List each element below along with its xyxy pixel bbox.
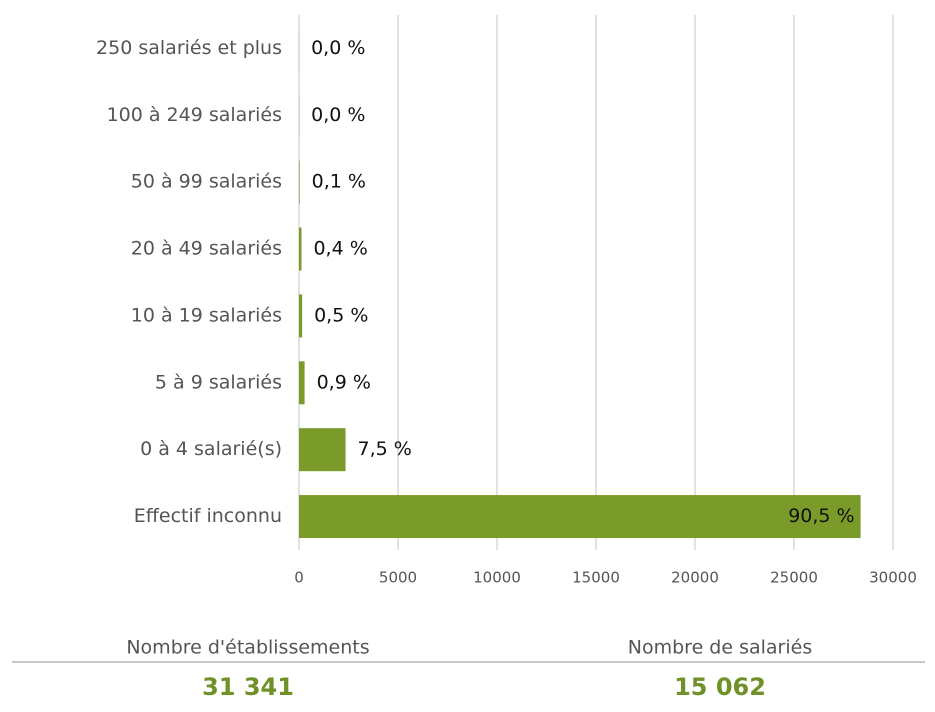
y-tick-label: Effectif inconnu	[134, 505, 282, 527]
data-label: 0,1 %	[312, 171, 366, 193]
y-tick-label: 100 à 249 salariés	[107, 104, 282, 126]
summary-value: 31 341	[202, 673, 294, 701]
y-tick-label: 250 salariés et plus	[96, 37, 282, 59]
data-label: 0,4 %	[313, 238, 367, 260]
y-tick-label: 10 à 19 salariés	[131, 304, 282, 326]
data-label: 7,5 %	[358, 438, 412, 460]
summary-value: 15 062	[674, 673, 766, 701]
x-tick-label: 25000	[770, 569, 818, 587]
x-tick-label: 5000	[379, 569, 417, 587]
x-tick-label: 10000	[473, 569, 521, 587]
x-tick-label: 15000	[572, 569, 620, 587]
summary-label: Nombre de salariés	[628, 637, 812, 659]
bar	[299, 361, 305, 404]
summary-label: Nombre d'établissements	[126, 637, 369, 659]
data-label: 0,9 %	[317, 371, 371, 393]
bar	[299, 228, 301, 271]
y-tick-label: 5 à 9 salariés	[155, 371, 282, 393]
bar	[299, 294, 302, 337]
data-label: 0,0 %	[311, 37, 365, 59]
y-tick-label: 50 à 99 salariés	[131, 171, 282, 193]
x-tick-label: 0	[294, 569, 304, 587]
x-tick-label: 30000	[869, 569, 917, 587]
x-tick-label: 20000	[671, 569, 719, 587]
y-tick-label: 20 à 49 salariés	[131, 238, 282, 260]
data-label: 90,5 %	[788, 505, 854, 527]
y-tick-label: 0 à 4 salarié(s)	[140, 438, 282, 460]
bar	[299, 428, 346, 471]
data-label: 0,0 %	[311, 104, 365, 126]
data-label: 0,5 %	[314, 304, 368, 326]
bar	[299, 161, 300, 204]
bar	[299, 495, 861, 538]
